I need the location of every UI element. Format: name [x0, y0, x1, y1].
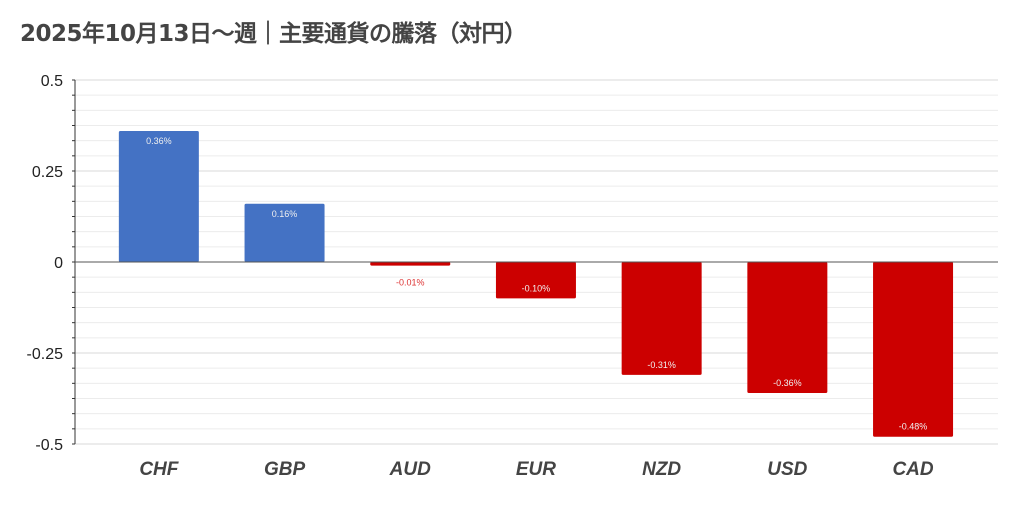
data-label: -0.48%	[899, 422, 928, 432]
x-tick-label: USD	[767, 459, 807, 480]
data-label: 0.36%	[146, 136, 172, 146]
bar-eur	[495, 262, 576, 299]
data-label: -0.01%	[396, 278, 425, 288]
data-label: 0.16%	[272, 209, 298, 219]
x-tick-label: CAD	[892, 459, 933, 480]
bar-nzd	[621, 262, 702, 375]
bar-chf	[118, 130, 199, 262]
bar-gbp	[244, 203, 325, 262]
x-tick-label: NZD	[642, 459, 681, 480]
y-tick-label: -0.25	[27, 346, 64, 363]
y-tick-label: 0.25	[32, 164, 63, 181]
bar-aud	[370, 262, 451, 266]
x-tick-label: GBP	[264, 459, 306, 480]
x-tick-label: CHF	[139, 459, 179, 480]
bar-cad	[873, 262, 954, 437]
x-tick-label: AUD	[389, 459, 431, 480]
data-label: -0.36%	[773, 378, 802, 388]
data-label: -0.31%	[647, 360, 676, 370]
x-tick-label: EUR	[516, 459, 556, 480]
data-label: -0.10%	[522, 283, 551, 293]
y-tick-label: 0.5	[41, 73, 63, 90]
bar-usd	[747, 262, 828, 394]
chart-title: 2025年10月13日～週｜主要通貨の騰落（対円）	[20, 21, 527, 47]
y-tick-label: -0.5	[35, 437, 63, 454]
y-tick-label: 0	[54, 255, 63, 272]
